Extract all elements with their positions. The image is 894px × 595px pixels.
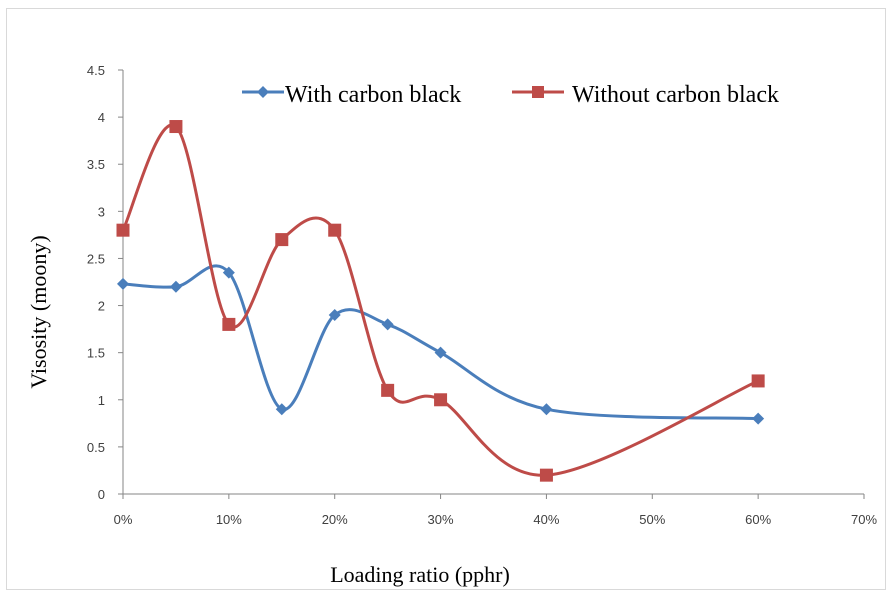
series-without-carbon-black (116, 120, 765, 482)
x-axis-title: Loading ratio (pphr) (330, 562, 510, 587)
legend-marker-diamond (257, 86, 269, 98)
x-tick-label: 10% (216, 512, 242, 527)
data-point-with-carbon-black (752, 412, 765, 425)
y-tick-label: 4 (98, 110, 105, 125)
data-point-with-carbon-black (381, 318, 394, 331)
x-tick-label: 40% (533, 512, 559, 527)
x-tick-label: 0% (114, 512, 133, 527)
y-tick-label: 1.5 (87, 346, 105, 361)
y-axis-ticks: 0 0.5 1 1.5 2 2.5 3 3.5 4 4.5 (87, 63, 123, 502)
data-point-without-carbon-black (222, 317, 236, 331)
data-point-without-carbon-black (116, 223, 130, 237)
series-layer (116, 120, 765, 482)
series-with-carbon-black (117, 264, 765, 425)
legend-marker-square (532, 86, 544, 98)
data-point-without-carbon-black (751, 374, 765, 388)
data-point-with-carbon-black (275, 403, 288, 416)
y-tick-label: 3.5 (87, 157, 105, 172)
series-line-without-carbon-black (121, 123, 759, 477)
y-tick-label: 2 (98, 299, 105, 314)
data-point-with-carbon-black (222, 266, 235, 279)
legend-item-with-carbon-black: With carbon black (242, 82, 461, 108)
data-point-with-carbon-black (540, 403, 553, 416)
y-tick-label: 0 (98, 487, 105, 502)
data-point-without-carbon-black (275, 233, 289, 247)
data-point-without-carbon-black (169, 120, 183, 134)
x-tick-label: 30% (428, 512, 454, 527)
y-tick-label: 3 (98, 204, 105, 219)
legend-item-without-carbon-black: Without carbon black (512, 82, 779, 108)
y-axis-title: Visosity (moony) (26, 235, 51, 388)
data-point-without-carbon-black (381, 383, 395, 397)
y-tick-label: 2.5 (87, 251, 105, 266)
chart-frame (6, 8, 886, 590)
x-tick-label: 60% (745, 512, 771, 527)
legend-label-without-carbon-black: Without carbon black (572, 82, 779, 108)
y-tick-label: 1 (98, 393, 105, 408)
data-point-with-carbon-black (117, 277, 129, 290)
data-point-with-carbon-black (434, 346, 447, 359)
data-point-without-carbon-black (328, 223, 342, 237)
x-tick-label: 50% (639, 512, 665, 527)
x-tick-label: 20% (322, 512, 348, 527)
y-tick-label: 0.5 (87, 440, 105, 455)
data-point-with-carbon-black (169, 280, 182, 293)
data-point-with-carbon-black (328, 308, 341, 321)
legend: With carbon black Without carbon black (242, 82, 779, 108)
y-tick-label: 4.5 (87, 63, 105, 78)
x-axis-ticks: 0% 10% 20% 30% 40% 50% 60% 70% (114, 494, 877, 527)
data-point-without-carbon-black (434, 393, 448, 407)
x-tick-label: 70% (851, 512, 877, 527)
data-point-without-carbon-black (539, 468, 553, 482)
legend-label-with-carbon-black: With carbon black (285, 82, 461, 108)
